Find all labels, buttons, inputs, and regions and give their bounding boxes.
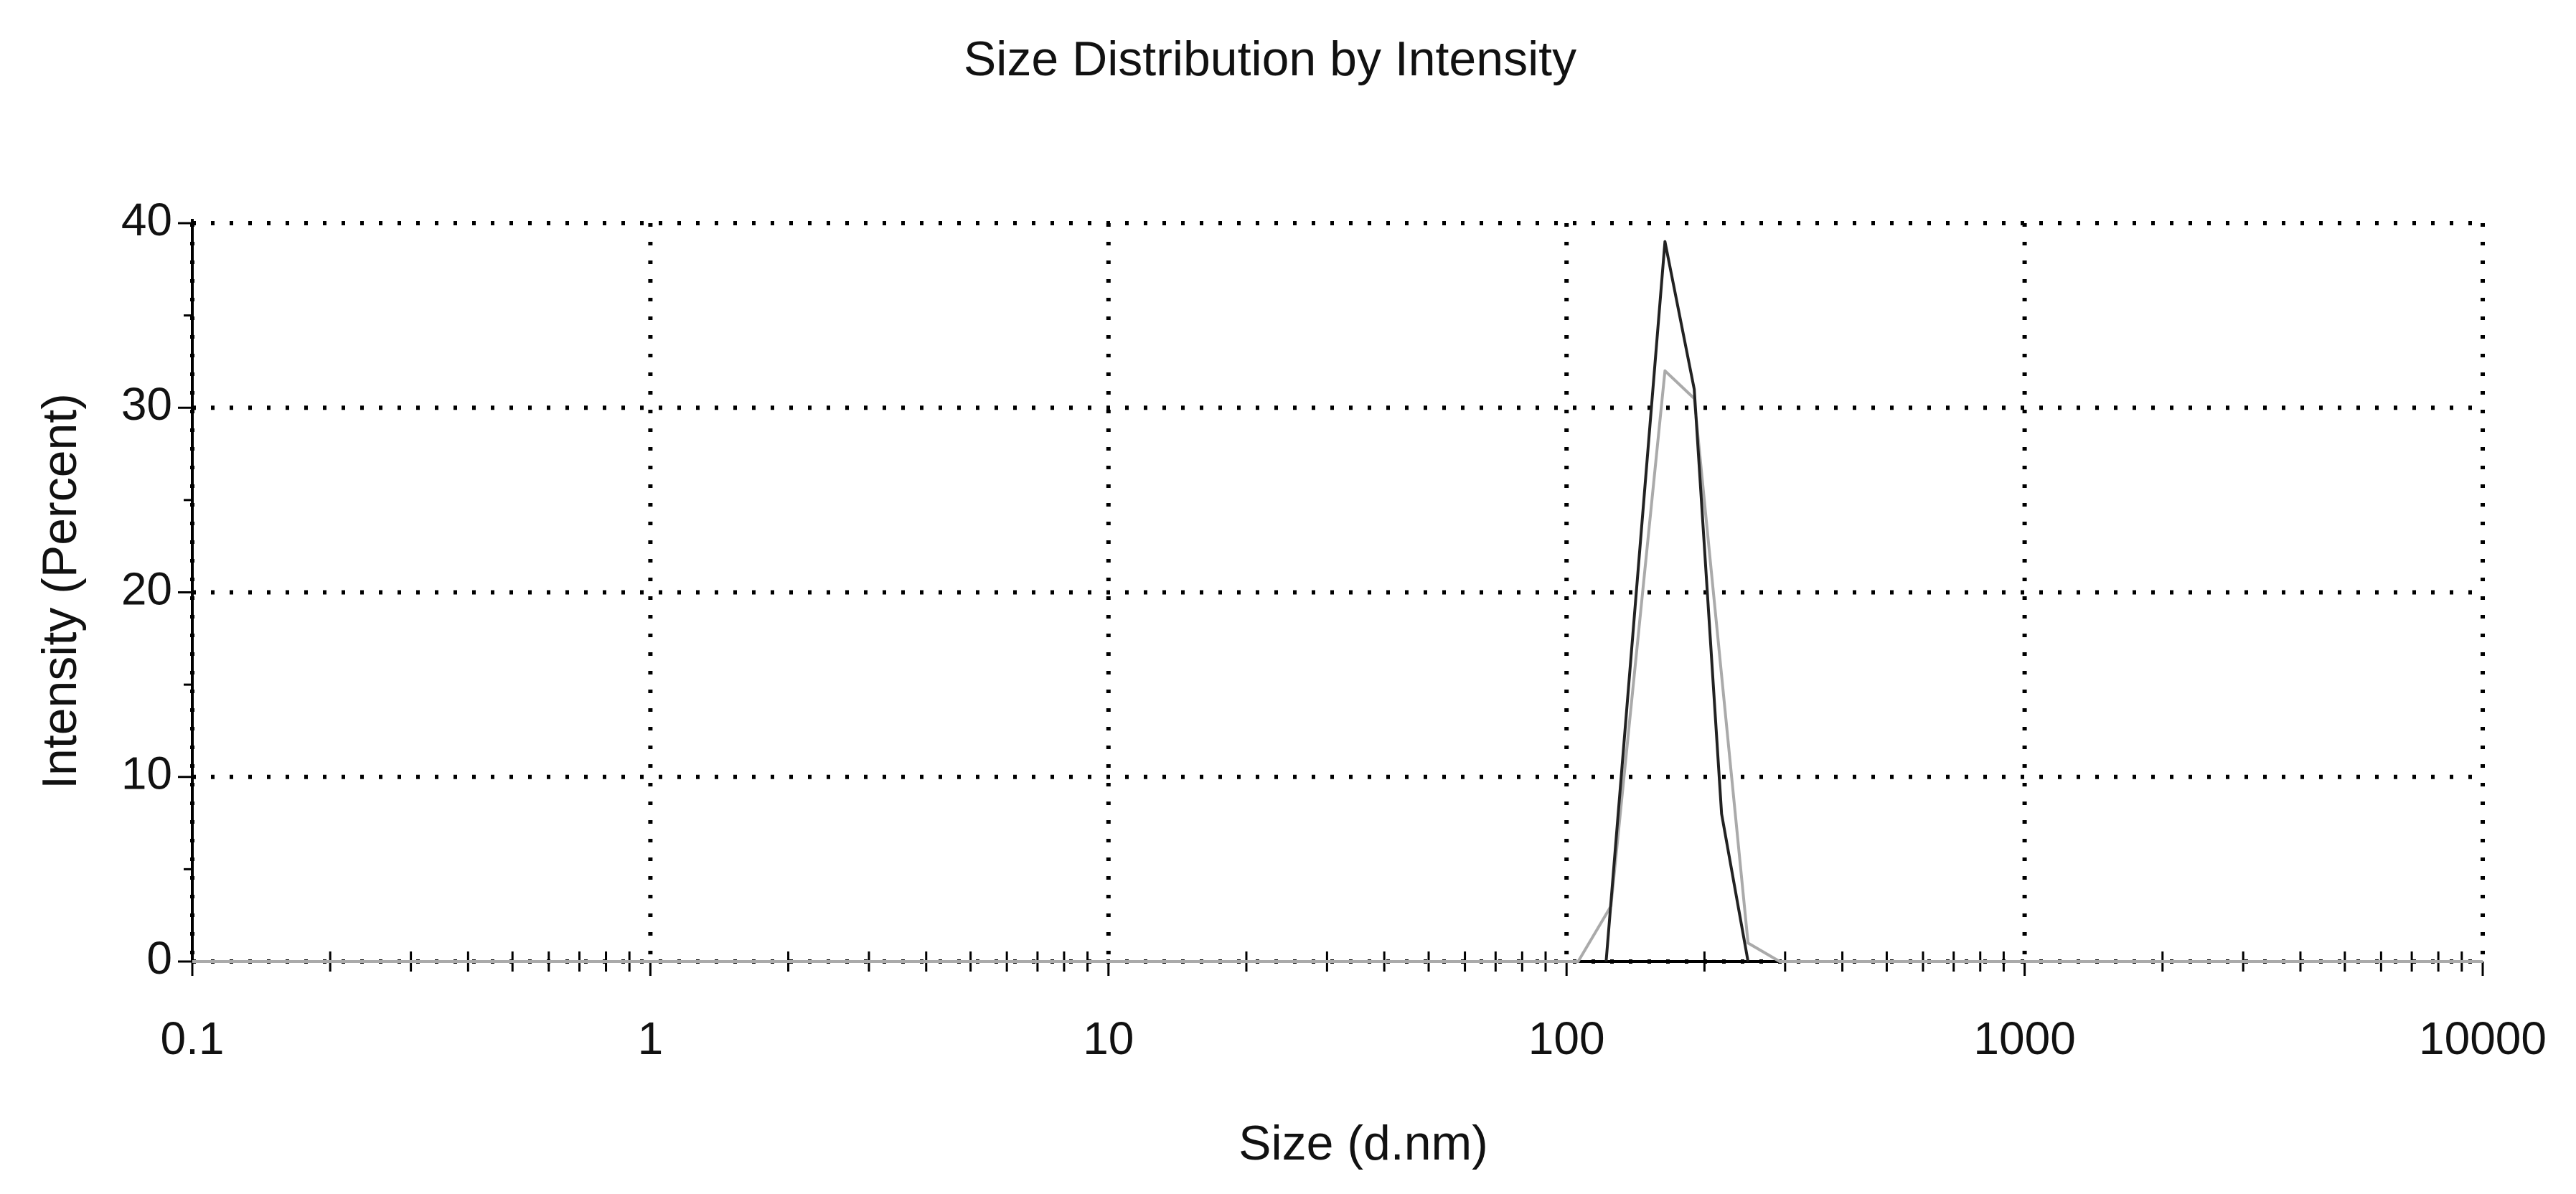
y-axis-label: Intensity (Percent) [32,393,87,789]
x-tick-label: 10 [1083,1012,1134,1064]
x-tick-label: 1000 [1973,1012,2075,1064]
x-tick-label: 10000 [2419,1012,2547,1064]
series-line [1604,240,1750,962]
y-tick-label: 0 [146,932,172,984]
series-line [192,369,2483,963]
y-tick-label: 30 [121,378,172,430]
x-tick-label: 0.1 [161,1012,225,1064]
y-tick-label: 20 [121,563,172,614]
y-tick-label: 40 [121,194,172,245]
x-tick-label: 100 [1528,1012,1605,1064]
chart-title: Size Distribution by Intensity [964,32,1576,86]
y-tick-label: 10 [121,748,172,799]
x-tick-label: 1 [638,1012,664,1064]
x-axis-label: Size (d.nm) [1238,1116,1488,1170]
